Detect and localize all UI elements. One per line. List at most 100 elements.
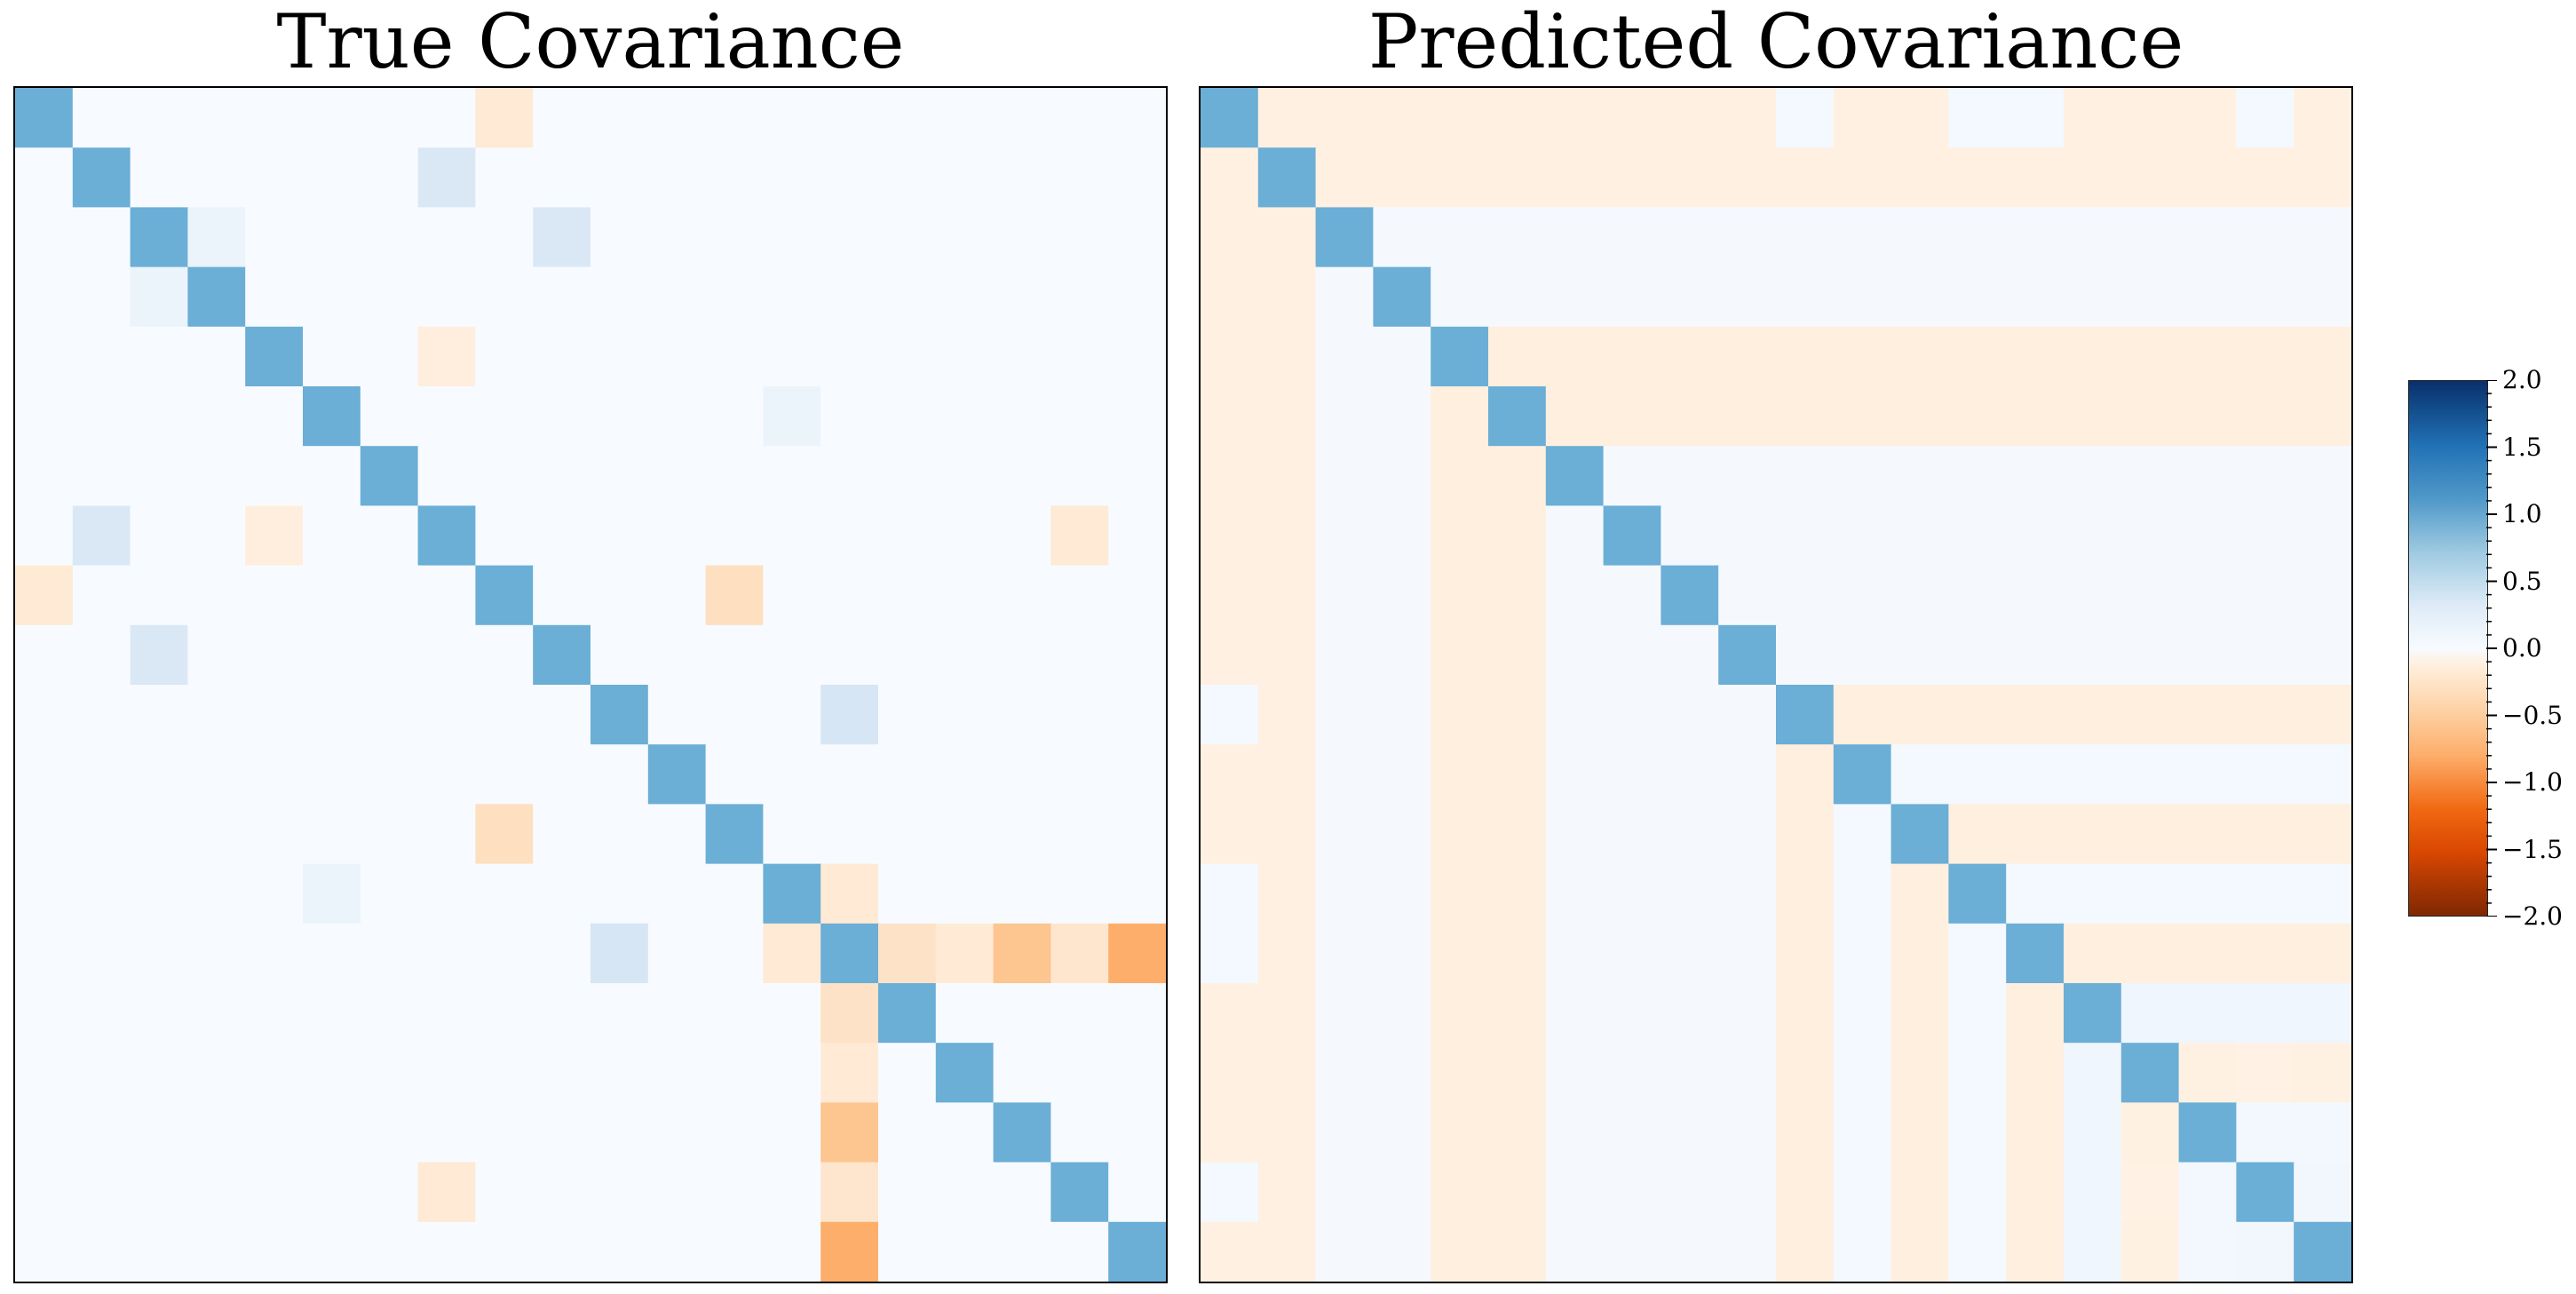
pred-cov-cell-19-7	[1603, 1221, 1662, 1282]
pred-cov-cell-9-0	[1201, 624, 1260, 687]
true-cov-cell-9-19	[1108, 624, 1166, 687]
true-cov-cell-14-18	[1050, 923, 1110, 985]
pred-cov-cell-6-15	[2064, 446, 2123, 507]
true-cov-cell-2-6	[360, 207, 419, 268]
true-cov-cell-12-0	[15, 804, 75, 865]
true-cov-cell-18-1	[72, 1162, 131, 1224]
true-cov-cell-16-9	[533, 1043, 592, 1104]
pred-cov-cell-8-16	[2120, 565, 2180, 627]
pred-cov-cell-13-8	[1661, 863, 1720, 925]
pred-cov-cell-0-8	[1661, 88, 1720, 149]
true-cov-cell-16-13	[763, 1043, 822, 1104]
true-cov-cell-2-16	[935, 207, 995, 268]
pred-cov-cell-3-12	[1890, 266, 1950, 329]
pred-cov-cell-19-18	[2236, 1221, 2295, 1282]
true-cov-cell-3-12	[705, 266, 765, 329]
pred-cov-cell-17-1	[1257, 1102, 1317, 1163]
true-cov-cell-7-12	[705, 505, 765, 567]
true-cov-cell-3-15	[878, 266, 938, 329]
pred-cov-cell-10-6	[1545, 685, 1605, 746]
true-cov-cell-3-4	[245, 266, 305, 329]
true-cov-cell-16-3	[187, 1043, 247, 1104]
pred-cov-cell-10-13	[1948, 685, 2008, 746]
true-cov-cell-2-19	[1108, 207, 1166, 268]
true-cov-cell-13-10	[590, 863, 650, 925]
true-cov-cell-18-7	[417, 1162, 477, 1224]
pred-cov-cell-19-3	[1373, 1221, 1432, 1282]
true-cov-cell-1-1	[72, 147, 131, 209]
true-cov-cell-18-18	[1050, 1162, 1110, 1224]
pred-cov-cell-15-19	[2294, 983, 2351, 1044]
true-cov-cell-14-15	[878, 923, 938, 985]
true-cov-cell-10-10	[590, 685, 650, 746]
pred-cov-cell-10-1	[1257, 685, 1317, 746]
pred-cov-cell-15-17	[2178, 983, 2238, 1044]
pred-cov-cell-4-1	[1257, 326, 1317, 388]
pred-cov-cell-11-4	[1431, 744, 1490, 806]
true-cov-cell-19-1	[72, 1221, 131, 1282]
true-cov-cell-18-11	[647, 1162, 707, 1224]
pred-cov-cell-15-15	[2064, 983, 2123, 1044]
true-cov-cell-1-6	[360, 147, 419, 209]
true-cov-cell-3-3	[187, 266, 247, 329]
true-cov-cell-6-18	[1050, 446, 1110, 507]
pred-cov-cell-13-12	[1890, 863, 1950, 925]
true-cov-cell-1-13	[763, 147, 822, 209]
pred-cov-cell-14-8	[1661, 923, 1720, 985]
pred-cov-cell-0-9	[1718, 88, 1778, 149]
true-cov-cell-8-11	[647, 565, 707, 627]
pred-cov-cell-14-19	[2294, 923, 2351, 985]
true-cov-cell-16-2	[130, 1043, 189, 1104]
true-cov-cell-16-14	[820, 1043, 880, 1104]
pred-cov-cell-3-5	[1488, 266, 1548, 329]
pred-cov-cell-7-16	[2120, 505, 2180, 567]
pred-cov-cell-5-14	[2006, 386, 2065, 448]
true-cov-cell-9-0	[15, 624, 75, 687]
pred-cov-cell-2-5	[1488, 207, 1548, 268]
true-cov-cell-19-15	[878, 1221, 938, 1282]
pred-cov-cell-19-4	[1431, 1221, 1490, 1282]
colorbar-tick-label: 0.5	[2502, 566, 2542, 596]
pred-cov-cell-12-16	[2120, 804, 2180, 865]
true-cov-cell-0-17	[993, 88, 1052, 149]
pred-cov-cell-16-18	[2236, 1043, 2295, 1104]
true-cov-cell-17-1	[72, 1102, 131, 1163]
pred-cov-cell-8-1	[1257, 565, 1317, 627]
pred-cov-cell-7-2	[1315, 505, 1375, 567]
true-cov-cell-13-7	[417, 863, 477, 925]
true-cov-cell-7-13	[763, 505, 822, 567]
pred-cov-cell-14-3	[1373, 923, 1432, 985]
true-cov-cell-12-9	[533, 804, 592, 865]
true-cov-cell-14-6	[360, 923, 419, 985]
pred-cov-cell-1-6	[1545, 147, 1605, 209]
pred-cov-cell-8-4	[1431, 565, 1490, 627]
true-cov-cell-12-12	[705, 804, 765, 865]
pred-cov-cell-15-3	[1373, 983, 1432, 1044]
pred-cov-cell-1-1	[1257, 147, 1317, 209]
true-cov-cell-14-2	[130, 923, 189, 985]
true-cov-cell-10-5	[303, 685, 362, 746]
pred-cov-cell-15-4	[1431, 983, 1490, 1044]
true-cov-cell-1-18	[1050, 147, 1110, 209]
true-cov-cell-19-10	[590, 1221, 650, 1282]
true-cov-cell-11-3	[187, 744, 247, 806]
pred-cov-cell-11-12	[1890, 744, 1950, 806]
pred-cov-cell-8-2	[1315, 565, 1375, 627]
pred-cov-cell-6-7	[1603, 446, 1662, 507]
true-cov-cell-9-8	[475, 624, 535, 687]
pred-cov-cell-10-8	[1661, 685, 1720, 746]
pred-cov-cell-3-15	[2064, 266, 2123, 329]
true-cov-cell-9-18	[1050, 624, 1110, 687]
true-cov-cell-19-16	[935, 1221, 995, 1282]
pred-cov-cell-10-18	[2236, 685, 2295, 746]
pred-cov-cell-12-3	[1373, 804, 1432, 865]
true-cov-cell-11-7	[417, 744, 477, 806]
true-cov-cell-16-8	[475, 1043, 535, 1104]
true-cov-cell-8-7	[417, 565, 477, 627]
true-cov-cell-3-2	[130, 266, 189, 329]
true-cov-cell-13-16	[935, 863, 995, 925]
pred-cov-cell-9-9	[1718, 624, 1778, 687]
true-cov-cell-7-11	[647, 505, 707, 567]
pred-cov-cell-16-16	[2120, 1043, 2180, 1104]
true-cov-cell-13-9	[533, 863, 592, 925]
